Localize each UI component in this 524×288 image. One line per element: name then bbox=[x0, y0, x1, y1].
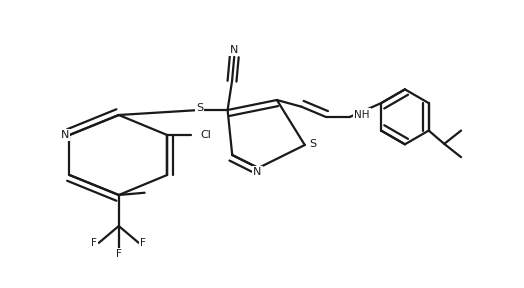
Text: Cl: Cl bbox=[200, 130, 211, 140]
Text: F: F bbox=[140, 238, 146, 248]
Text: N: N bbox=[61, 130, 69, 140]
Text: NH: NH bbox=[354, 110, 370, 120]
Text: F: F bbox=[92, 238, 97, 248]
Text: F: F bbox=[116, 249, 122, 259]
Text: S: S bbox=[309, 139, 316, 149]
Text: N: N bbox=[230, 45, 238, 55]
Text: S: S bbox=[196, 103, 203, 113]
Text: N: N bbox=[253, 167, 261, 177]
